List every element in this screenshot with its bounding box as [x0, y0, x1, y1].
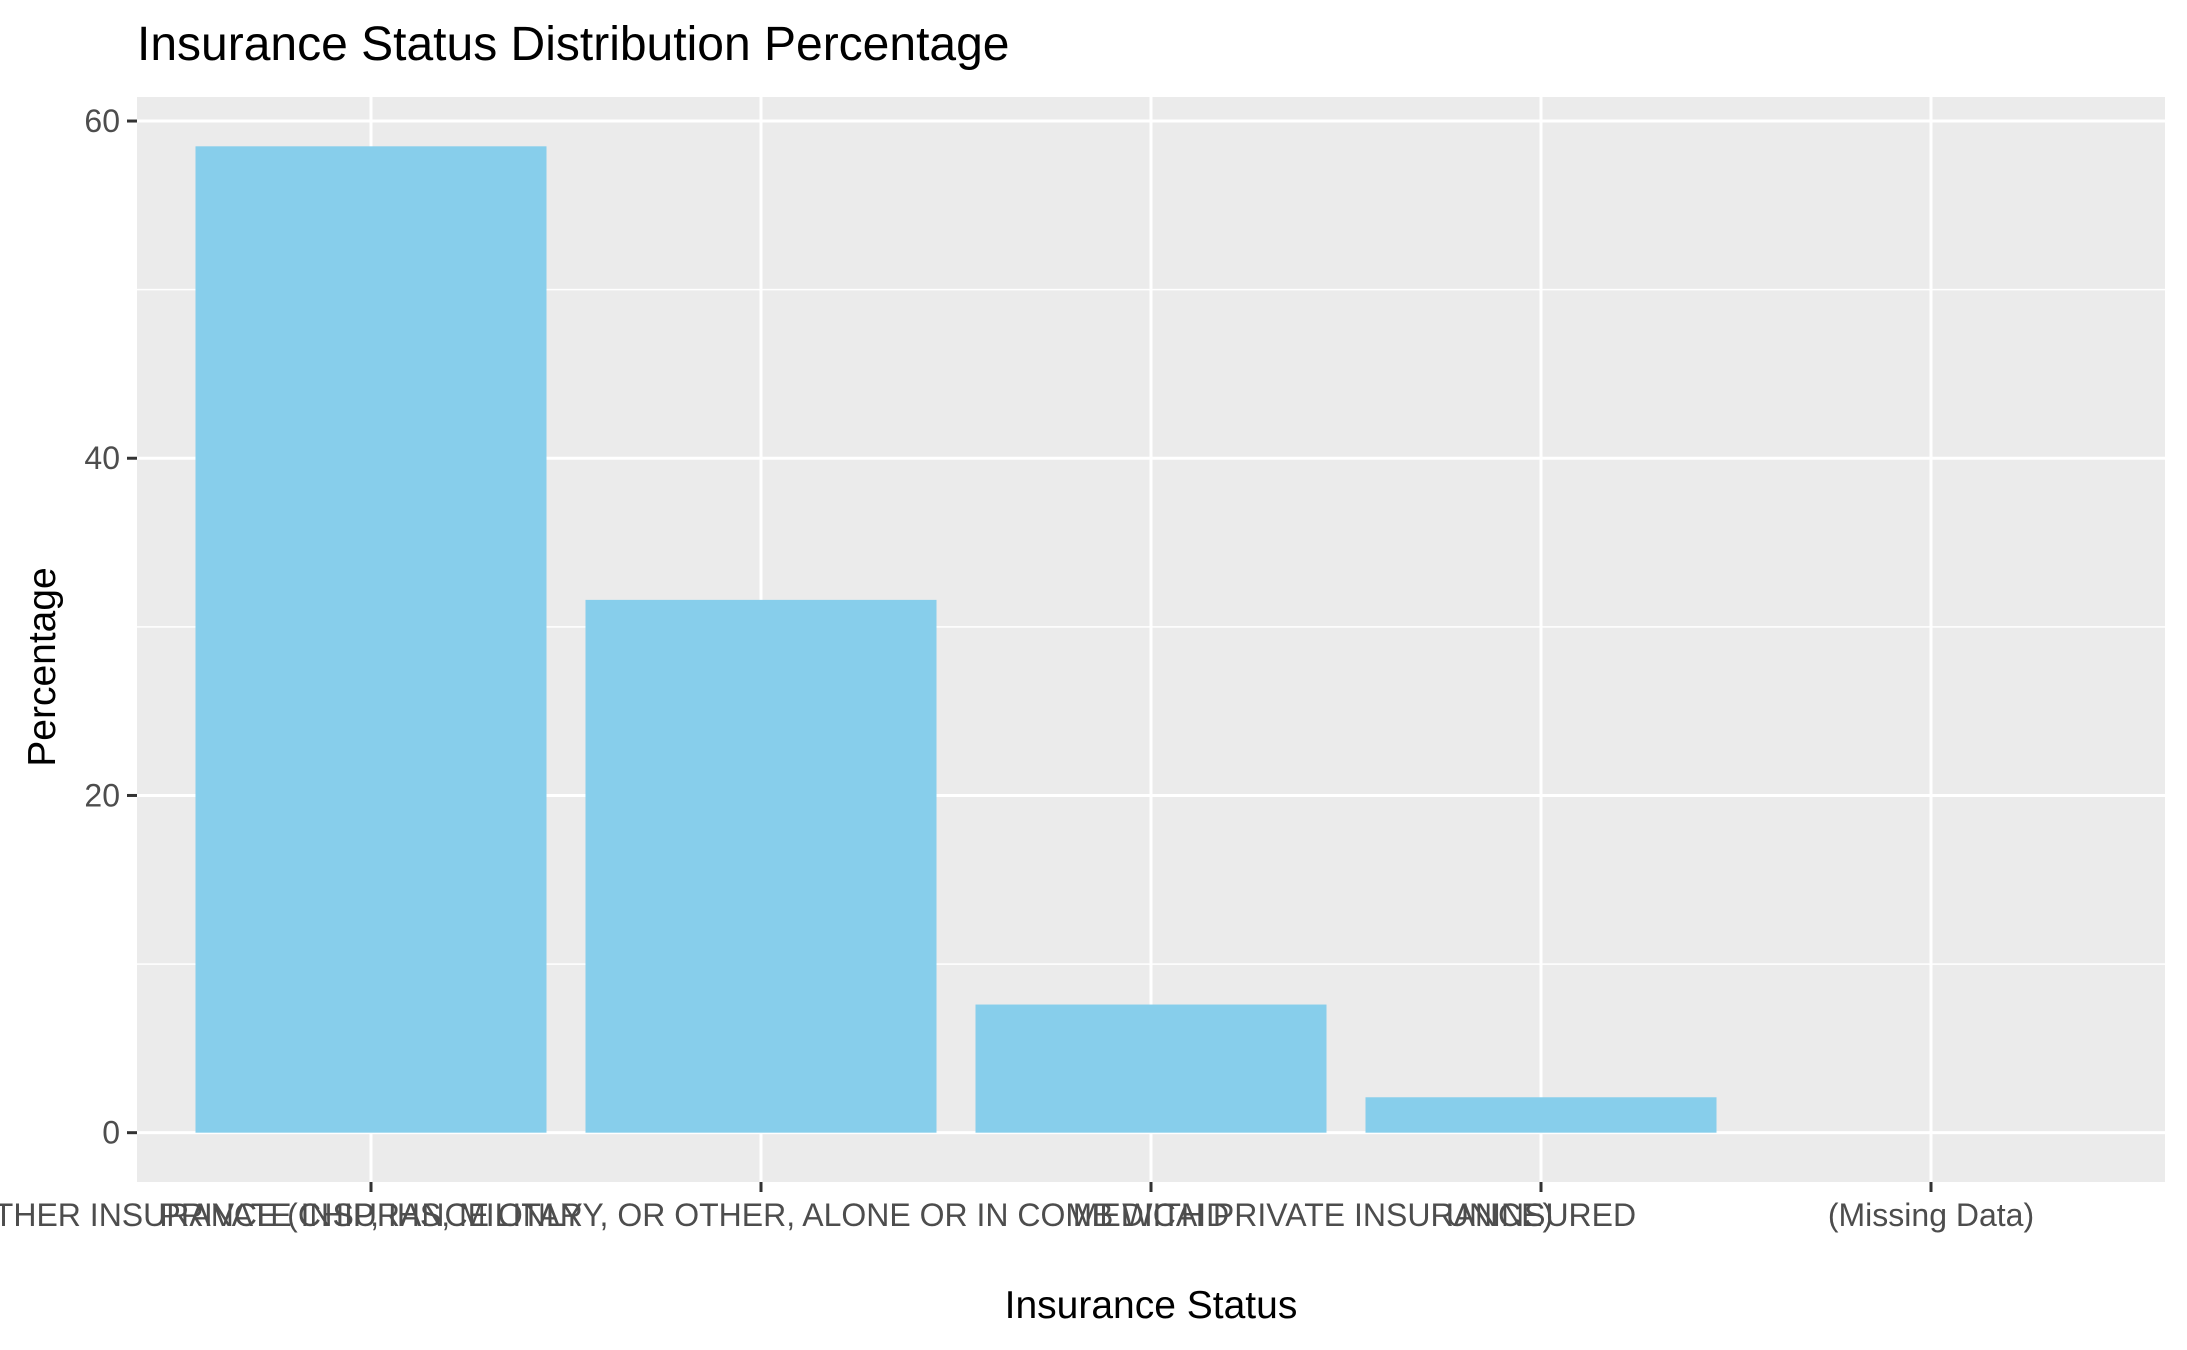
bar [585, 599, 937, 1133]
x-tick-label: MEDICAID [1073, 1197, 1229, 1233]
x-tick-label: (Missing Data) [1828, 1197, 2034, 1233]
y-axis-title: Percentage [21, 567, 64, 766]
bar [195, 146, 547, 1133]
y-tick-label: 60 [84, 103, 120, 139]
x-axis-title: Insurance Status [1005, 1284, 1298, 1327]
bar [975, 1004, 1327, 1133]
x-tick-label: PRIVATE INSURANCE ONLY [159, 1197, 582, 1233]
bar [1365, 1097, 1717, 1133]
bars [195, 146, 1717, 1133]
x-tick-label: UNINSURED [1446, 1197, 1636, 1233]
y-tick-label: 40 [84, 440, 120, 476]
x-tick-label: OTHER INSURANCE (CHIP, IHS, MILITARY, OR… [0, 1197, 1553, 1233]
chart-title: Insurance Status Distribution Percentage [137, 18, 1009, 71]
y-axis: 0 20 40 60 [84, 103, 137, 1151]
y-tick-label: 0 [102, 1115, 120, 1151]
y-tick-label: 20 [84, 777, 120, 813]
